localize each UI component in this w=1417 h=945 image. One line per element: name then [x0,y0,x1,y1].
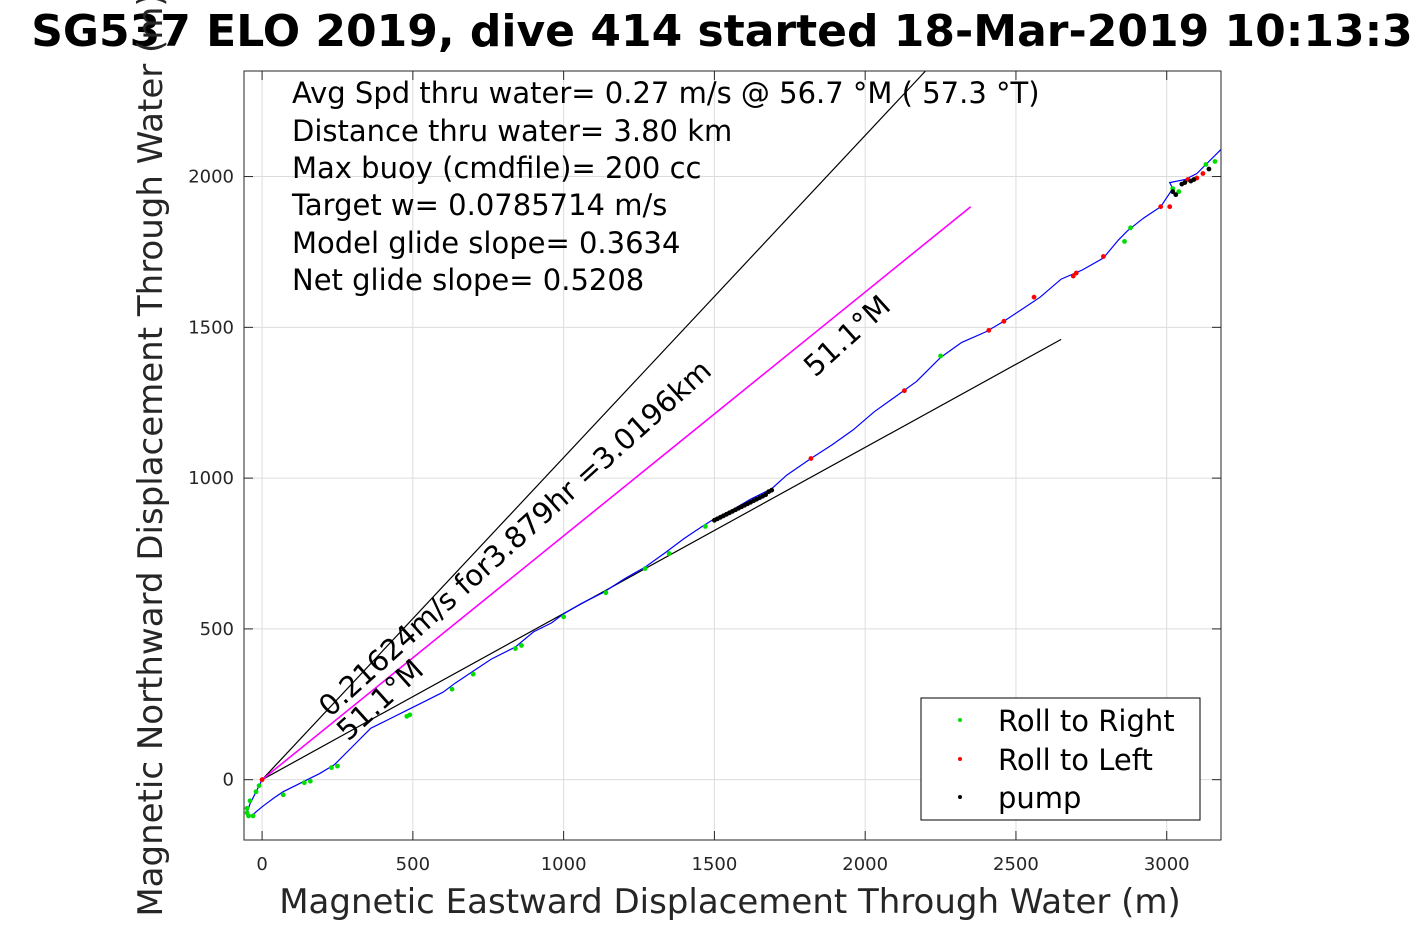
current-vector-line [261,206,972,781]
roll-left-point [1070,273,1076,279]
roll-left-point [986,327,992,333]
x-tick-label: 1000 [541,854,587,875]
x-tick-label: 0 [256,854,267,875]
x-axis-label: Magnetic Eastward Displacement Through W… [279,882,1181,922]
roll-right-point [1122,238,1127,244]
roll-right-point [642,566,648,571]
roll-right-point [938,353,943,359]
plot-frame [243,70,1222,841]
roll-right-point [244,805,250,811]
legend-roll-left: Roll to Left [998,743,1153,777]
roll-left-point [1001,318,1007,324]
chart-title: SG537 ELO 2019, dive 414 started 18-Mar-… [31,6,1413,57]
legend-marker-roll-right [958,718,962,722]
roll-right-point [561,614,567,620]
roll-right-point [702,523,708,529]
x-tick-label: 2000 [842,854,888,875]
annotation-net-glide: Net glide slope= 0.5208 [292,263,644,297]
pump-point [1182,180,1188,185]
roll-right-point [512,646,518,651]
y-tick-label: 0 [223,770,234,791]
track-series [246,148,1222,819]
marker-series [244,159,1218,819]
roll-right-point [250,813,256,819]
roll-right-point [1212,159,1218,164]
y-tick-label: 2000 [188,167,234,188]
y-tick-label: 1500 [188,317,234,338]
roll-left-point [901,388,907,394]
y-axis-label: Magnetic Northward Displacement Through … [131,0,171,917]
roll-right-point [1176,189,1182,195]
roll-right-point [1128,225,1133,231]
reference-line-upper [261,70,926,781]
roll-right-point [449,686,455,692]
annotation-model-glide: Model glide slope= 0.3634 [292,226,680,260]
roll-left-point [1158,204,1164,210]
legend-pump: pump [998,781,1081,815]
roll-right-point [335,763,340,769]
legend: Roll to Right Roll to Left pump [920,697,1201,821]
roll-right-point [280,792,286,798]
roll-right-point [329,765,334,771]
roll-left-point [808,456,814,461]
y-tick-label: 1000 [188,468,234,489]
y-tick-label: 500 [200,619,234,640]
roll-right-point [253,789,259,795]
pump-point [769,487,775,493]
roll-left-point [1167,204,1173,210]
roll-left-point [259,777,265,783]
pump-point [1170,189,1176,195]
legend-marker-pump [958,795,962,799]
x-tick-label: 500 [396,854,430,875]
stats-annotations: Avg Spd thru water= 0.27 m/s @ 56.7 °M (… [291,76,1040,297]
roll-right-point [246,813,251,819]
roll-right-point [519,643,524,648]
roll-right-point [1203,162,1209,167]
legend-marker-roll-left [958,757,962,761]
reference-line-lower [261,338,1062,781]
annotation-max-buoy: Max buoy (cmdfile)= 200 cc [292,151,701,185]
reference-lines [261,70,1062,781]
roll-right-point [666,551,672,556]
track-line [246,148,1222,819]
pump-point [1191,177,1197,182]
x-tick-label: 3000 [1144,854,1190,875]
roll-left-point [1200,171,1206,176]
roll-left-point [1073,270,1079,276]
annotation-distance: Distance thru water= 3.80 km [292,114,732,148]
x-tick-label: 2500 [993,854,1039,875]
annotation-avg-speed: Avg Spd thru water= 0.27 m/s @ 56.7 °M (… [292,76,1040,110]
roll-right-point [603,590,609,596]
annotation-target-w: Target w= 0.0785714 m/s [291,188,667,222]
roll-left-point [1100,254,1106,259]
roll-right-point [247,798,253,804]
x-tick-label: 1500 [692,854,738,875]
pump-point [763,492,769,498]
roll-right-point [470,671,476,677]
pump-point [1206,166,1212,172]
roll-right-point [256,783,262,789]
ticks: 0 500 1000 1500 2000 2500 3000 0 500 1000 1500 2000 [188,71,1221,875]
pump-point [1173,192,1179,198]
roll-right-point [301,780,307,786]
roll-left-point [1031,294,1037,300]
legend-box [920,697,1201,821]
legend-roll-right: Roll to Right [998,704,1175,738]
roll-right-point [407,712,413,718]
roll-right-point [307,778,313,784]
